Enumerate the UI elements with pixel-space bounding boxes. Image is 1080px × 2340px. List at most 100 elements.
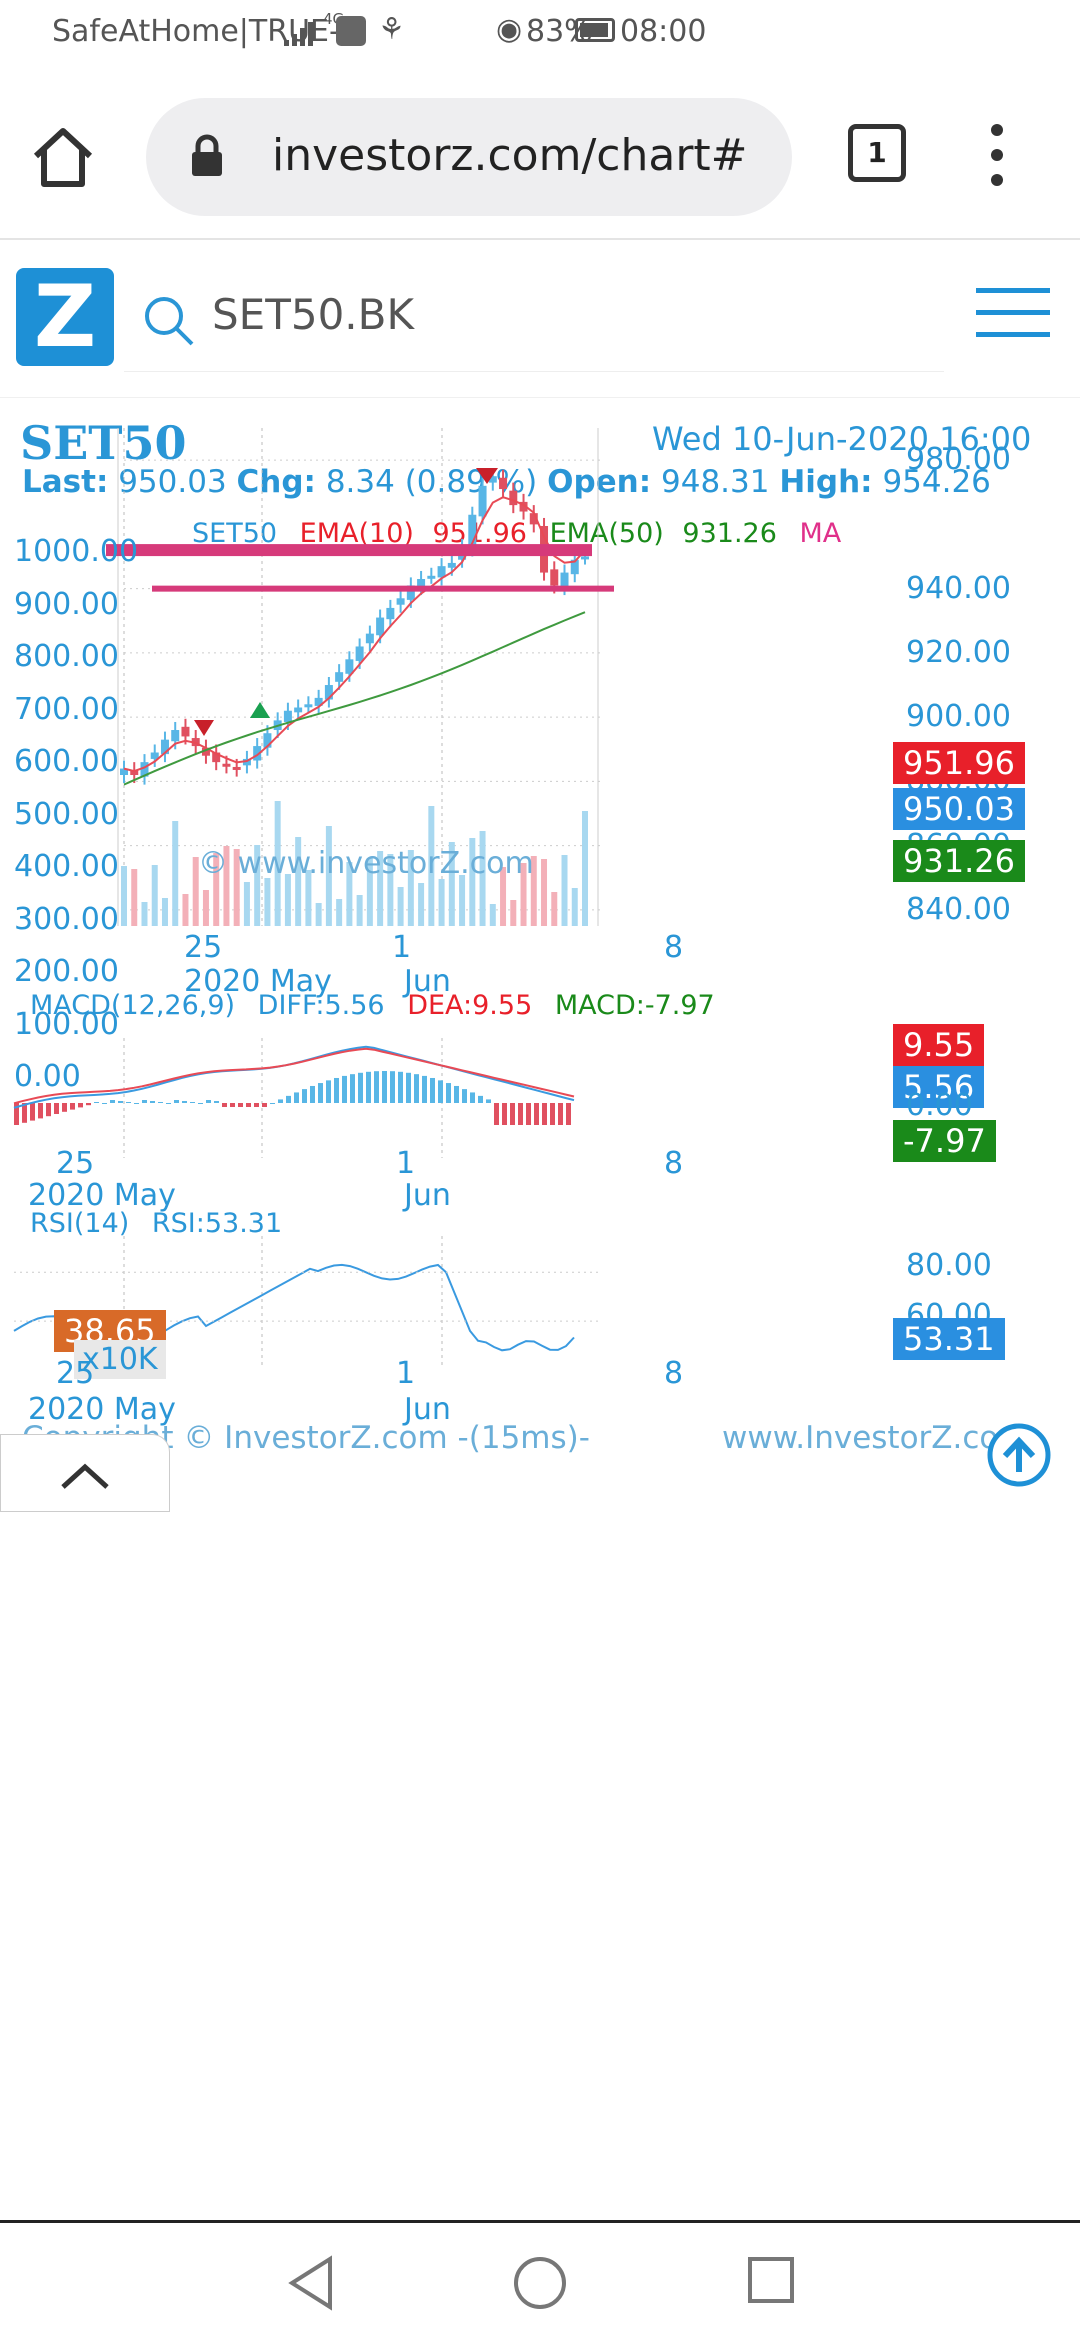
url-text: investorz.com/chart# — [272, 130, 748, 181]
macd-histogram-bar — [254, 1103, 259, 1107]
macd-histogram-bar — [558, 1103, 563, 1125]
left-axis-tick: 300.00 — [14, 901, 119, 937]
macd-histogram-bar — [214, 1101, 219, 1103]
address-bar[interactable]: investorz.com/chart# — [146, 98, 792, 216]
macd-histogram-bar — [430, 1077, 435, 1103]
candle-body — [242, 758, 251, 766]
macd-histogram-bar — [286, 1095, 291, 1103]
candle-body — [365, 633, 374, 644]
macd-label: MACD(12,26,9) — [30, 990, 236, 1021]
candle-body — [314, 697, 323, 706]
candle-body — [519, 501, 528, 512]
macd-histogram-bar — [470, 1092, 475, 1103]
macd-histogram-bar — [366, 1071, 371, 1103]
macd-histogram-bar — [174, 1100, 179, 1103]
candle-body — [560, 572, 569, 588]
macd-histogram-bar — [222, 1103, 227, 1107]
candle-body — [160, 739, 169, 755]
macd-histogram-bar — [246, 1103, 251, 1107]
candle-body — [181, 726, 190, 737]
volume-bar — [500, 867, 507, 926]
legend-ema50-label: EMA(50) — [549, 518, 664, 549]
volume-bar — [510, 900, 517, 926]
candle-body — [417, 579, 426, 588]
home-icon[interactable] — [28, 122, 98, 192]
scroll-collapse-button[interactable] — [0, 1434, 170, 1512]
quote-datetime: Wed 10-Jun-2020 16:00 — [652, 420, 1032, 458]
macd-histogram-bar — [70, 1103, 75, 1110]
candle-body — [437, 566, 446, 578]
date-tick: 8 — [664, 930, 684, 965]
ema50-price-tag: 931.26 — [893, 840, 1025, 882]
volume-bar — [254, 845, 261, 926]
macd-histogram-bar — [294, 1092, 299, 1103]
volume-bar — [223, 846, 230, 926]
macd-histogram-bar — [446, 1083, 451, 1103]
candle-body — [150, 752, 159, 759]
more-menu-icon[interactable] — [982, 120, 1012, 190]
macd-diff-tag: 5.56 — [893, 1066, 985, 1108]
volume-bar — [561, 855, 568, 926]
left-axis-tick: 200.00 — [14, 954, 119, 989]
macd-histogram-bar — [374, 1071, 379, 1103]
candle-body — [130, 770, 139, 775]
back-nav-icon[interactable] — [286, 2253, 336, 2317]
left-axis-tick: 800.00 — [14, 639, 119, 674]
macd-histogram-bar — [38, 1103, 43, 1119]
clock: 08:00 — [620, 14, 707, 49]
volume-bar — [131, 869, 138, 926]
left-axis-tick: 0.00 — [14, 1059, 81, 1094]
home-nav-icon[interactable] — [512, 2255, 568, 2315]
macd-histogram-bar — [102, 1103, 107, 1104]
volume-bar — [182, 894, 189, 926]
rsi-value-label: RSI:53.31 — [151, 1208, 283, 1239]
candle-body — [488, 476, 497, 483]
candle-body — [345, 659, 354, 674]
legend-set50: SET50 — [192, 518, 278, 549]
macd-zero-tick: 0.00 — [906, 1088, 973, 1123]
volume-bar — [233, 849, 240, 926]
scroll-top-button[interactable] — [986, 1422, 1052, 1488]
macd-histogram-bar — [358, 1072, 363, 1103]
volume-bar — [192, 857, 199, 926]
candle-body — [355, 646, 364, 661]
candle-body — [386, 607, 395, 620]
macd-histogram-tag: -7.97 — [893, 1120, 996, 1162]
search-input[interactable]: SET50.BK — [124, 262, 944, 372]
last-price-tag: 950.03 — [893, 788, 1025, 830]
recents-nav-icon[interactable] — [746, 2255, 796, 2309]
candle-body — [304, 704, 313, 708]
macd-histogram-bar — [86, 1103, 91, 1106]
date-tick: 1 — [396, 1146, 416, 1181]
search-icon — [140, 292, 196, 348]
rsi-legend: RSI(14) RSI:53.31 — [30, 1208, 282, 1239]
left-axis-tick: 600.00 — [14, 744, 119, 779]
right-axis-tick: 920.00 — [906, 634, 1011, 670]
volume-bar — [305, 870, 312, 926]
macd-histogram-bar — [318, 1083, 323, 1103]
high-value: 954.26 — [882, 464, 991, 500]
ema10-price-tag: 951.96 — [893, 742, 1025, 784]
last-label: Last: — [22, 464, 109, 500]
month-label: 2020 May — [28, 1392, 176, 1427]
candle-body — [427, 575, 436, 579]
tab-switcher-button[interactable]: 1 — [848, 124, 906, 182]
volume-bar — [479, 831, 486, 926]
macd-histogram-bar — [550, 1103, 555, 1125]
macd-histogram-bar — [262, 1103, 267, 1107]
rsi-label: RSI(14) — [30, 1208, 130, 1239]
macd-histogram-bar — [22, 1103, 27, 1123]
month-label: Jun — [404, 1178, 451, 1213]
high-label: High: — [779, 464, 873, 500]
right-axis-tick: 840.00 — [906, 891, 1011, 927]
month-label: Jun — [404, 1392, 451, 1427]
macd-histogram-bar — [134, 1103, 139, 1104]
left-axis-tick: 700.00 — [14, 691, 119, 727]
investorz-logo[interactable]: Z — [16, 268, 114, 366]
open-label: Open: — [547, 464, 652, 500]
footer-site-link[interactable]: www.InvestorZ.com — [722, 1420, 1029, 1456]
rsi-value-tag: 53.31 — [893, 1318, 1005, 1360]
macd-diff-label: DIFF:5.56 — [257, 990, 385, 1021]
macd-histogram-bar — [302, 1089, 307, 1103]
date-tick: 1 — [396, 1356, 416, 1391]
